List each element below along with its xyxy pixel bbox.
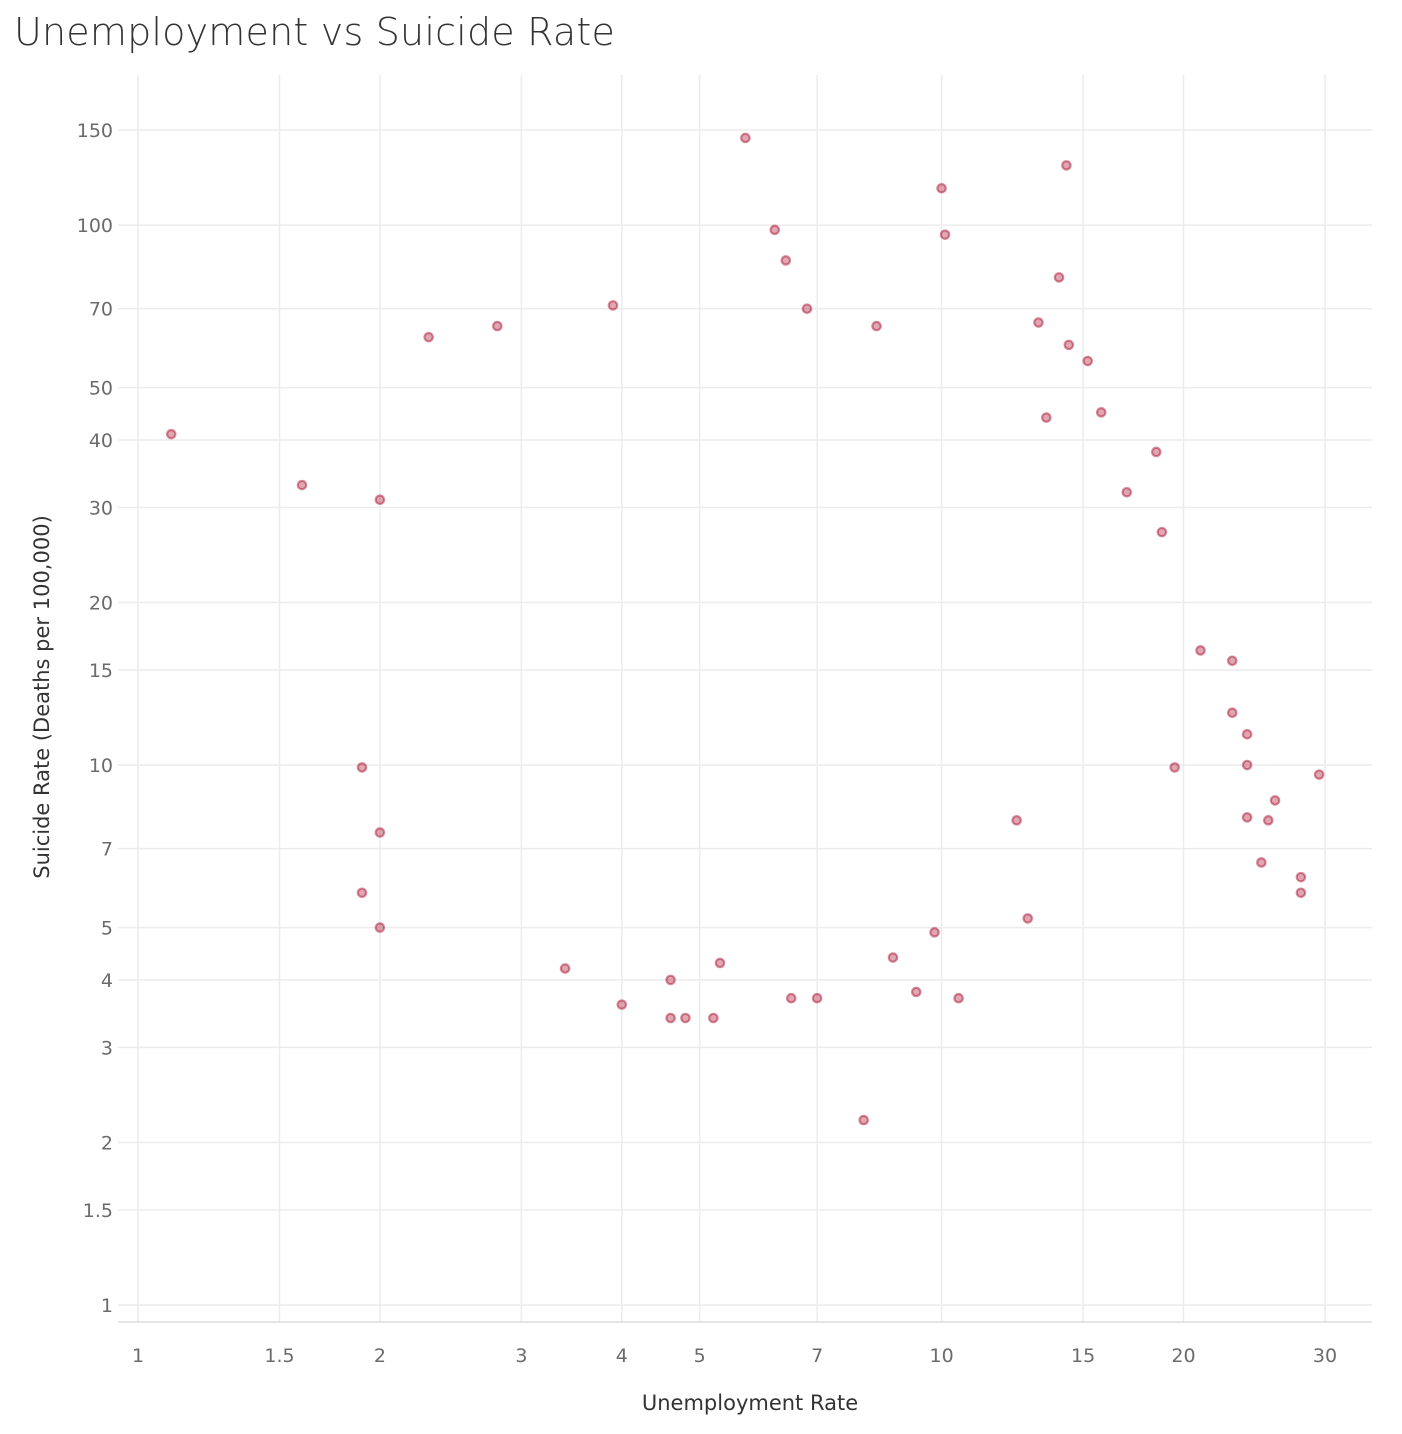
x-tick-label: 4 — [616, 1345, 628, 1367]
data-point — [887, 952, 899, 963]
data-point — [740, 132, 751, 144]
y-tick-label: 1.5 — [83, 1200, 113, 1222]
data-point — [1241, 759, 1253, 771]
data-point — [1041, 412, 1052, 423]
y-axis-label: Suicide Rate (Deaths per 100,000) — [30, 515, 54, 879]
y-axis-ticks: 1 1.5 2 3 4 5 7 10 15 20 30 40 50 70 100 150 — [77, 120, 113, 1317]
data-point — [1033, 317, 1044, 328]
data-point — [559, 963, 571, 974]
data-point — [1226, 655, 1238, 667]
data-point — [785, 992, 797, 1004]
x-axis-ticks: 1 1.5 2 3 4 5 7 10 15 20 30 — [132, 1345, 1337, 1367]
data-point — [1150, 446, 1162, 458]
y-tick-label: 2 — [101, 1132, 113, 1154]
data-point — [296, 479, 308, 491]
y-tick-label: 5 — [101, 918, 113, 940]
data-point — [939, 229, 951, 240]
data-point — [858, 1114, 870, 1126]
y-tick-label: 1 — [101, 1295, 113, 1317]
data-point — [871, 320, 882, 332]
data-points — [165, 132, 1325, 1126]
data-point — [811, 992, 823, 1004]
gridlines — [118, 75, 1372, 1323]
data-point — [1262, 815, 1274, 826]
data-point — [769, 224, 781, 236]
data-point — [780, 255, 792, 266]
data-point — [910, 986, 922, 998]
data-point — [936, 182, 947, 194]
data-point — [1256, 857, 1267, 868]
x-tick-label: 30 — [1313, 1345, 1337, 1367]
x-axis-label: Unemployment Rate — [642, 1391, 858, 1415]
data-point — [492, 320, 503, 332]
x-tick-label: 10 — [929, 1345, 953, 1367]
data-point — [374, 922, 386, 933]
data-point — [1295, 887, 1307, 899]
data-point — [1269, 795, 1281, 806]
y-tick-label: 4 — [101, 970, 113, 992]
data-point — [1156, 526, 1168, 538]
data-point — [356, 887, 368, 899]
data-point — [607, 300, 619, 311]
data-point — [1082, 355, 1094, 367]
y-tick-label: 40 — [89, 430, 113, 452]
y-tick-label: 50 — [89, 378, 113, 400]
data-point — [665, 1012, 676, 1024]
data-point — [1241, 729, 1253, 740]
y-tick-label: 70 — [89, 299, 113, 321]
data-point — [1095, 407, 1107, 418]
data-point — [165, 428, 177, 440]
x-tick-label: 3 — [515, 1345, 527, 1367]
data-point — [1241, 812, 1253, 823]
data-point — [929, 927, 940, 938]
y-tick-label: 30 — [89, 497, 113, 519]
x-tick-label: 15 — [1071, 1345, 1095, 1367]
y-tick-label: 15 — [89, 660, 113, 682]
y-tick-label: 7 — [101, 839, 113, 861]
chart-title: Unemployment vs Suicide Rate — [14, 10, 616, 54]
x-tick-label: 5 — [694, 1345, 706, 1367]
y-tick-label: 20 — [89, 592, 113, 614]
data-point — [1053, 272, 1065, 283]
data-point — [953, 992, 964, 1004]
data-point — [1195, 645, 1206, 656]
y-tick-label: 150 — [77, 120, 113, 142]
data-point — [1061, 160, 1072, 171]
data-point — [423, 331, 434, 343]
x-tick-label: 1 — [132, 1345, 144, 1367]
y-tick-label: 3 — [101, 1037, 113, 1059]
data-point — [1169, 762, 1180, 773]
data-point — [1022, 913, 1034, 924]
data-point — [374, 827, 386, 838]
data-point — [374, 494, 386, 506]
x-tick-label: 2 — [374, 1345, 386, 1367]
data-point — [714, 957, 726, 969]
x-tick-label: 7 — [811, 1345, 823, 1367]
data-point — [1226, 707, 1238, 719]
data-point — [1011, 815, 1022, 826]
data-point — [680, 1012, 691, 1024]
data-point — [1295, 871, 1307, 883]
data-point — [665, 974, 676, 986]
x-tick-label: 20 — [1171, 1345, 1195, 1367]
data-point — [356, 762, 368, 773]
data-point — [1063, 339, 1075, 351]
y-tick-label: 100 — [77, 215, 113, 237]
data-point — [801, 303, 813, 315]
data-point — [1121, 486, 1133, 498]
data-point — [708, 1012, 719, 1024]
data-point — [616, 999, 628, 1010]
y-tick-label: 10 — [89, 755, 113, 777]
x-tick-label: 1.5 — [264, 1345, 294, 1367]
data-point — [1313, 769, 1325, 780]
